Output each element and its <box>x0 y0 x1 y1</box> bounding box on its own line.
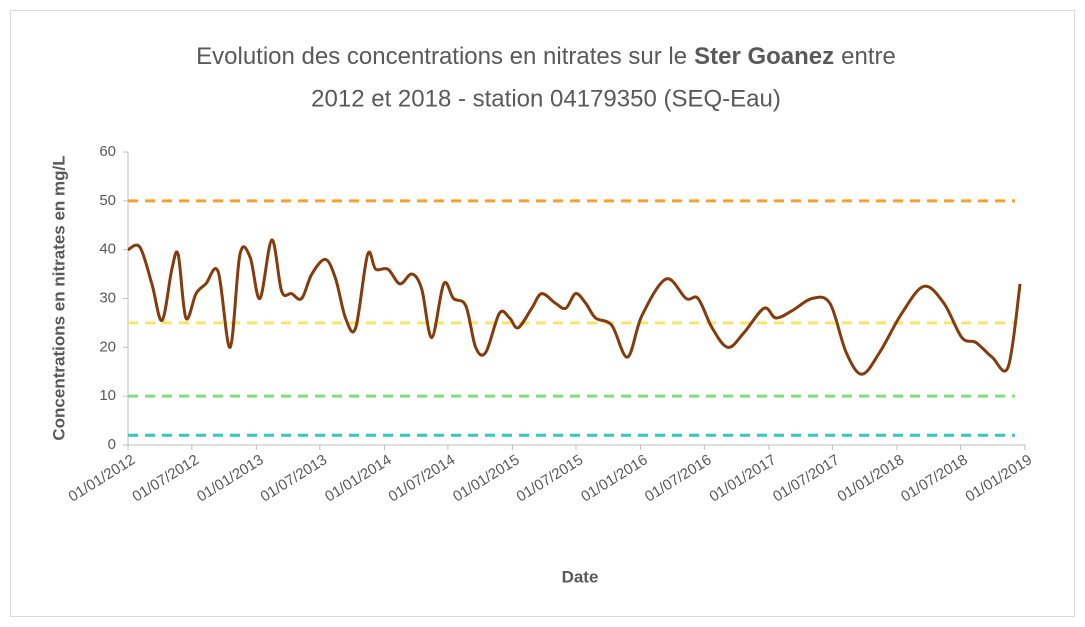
chart-title: Evolution des concentrations en nitrates… <box>196 43 896 70</box>
y-tick-label: 0 <box>108 436 116 453</box>
x-axis-label: Date <box>562 567 599 586</box>
y-tick-label: 20 <box>99 338 116 355</box>
y-tick-label: 50 <box>99 192 116 209</box>
title-part: Evolution des concentrations en nitrates… <box>196 43 687 70</box>
title-part: Ster Goanez <box>694 43 834 70</box>
chart-title: 2012 et 2018 - station 04179350 (SEQ-Eau… <box>311 85 781 112</box>
y-axis-label: Concentrations en nitrates en mg/L <box>49 155 68 440</box>
y-tick-label: 40 <box>99 241 116 258</box>
chart-border <box>10 10 1075 617</box>
y-tick-label: 10 <box>99 387 116 404</box>
data-line <box>127 238 1022 376</box>
y-tick-label: 60 <box>99 143 116 160</box>
y-tick-label: 30 <box>99 289 116 306</box>
title-part: entre <box>841 43 896 70</box>
